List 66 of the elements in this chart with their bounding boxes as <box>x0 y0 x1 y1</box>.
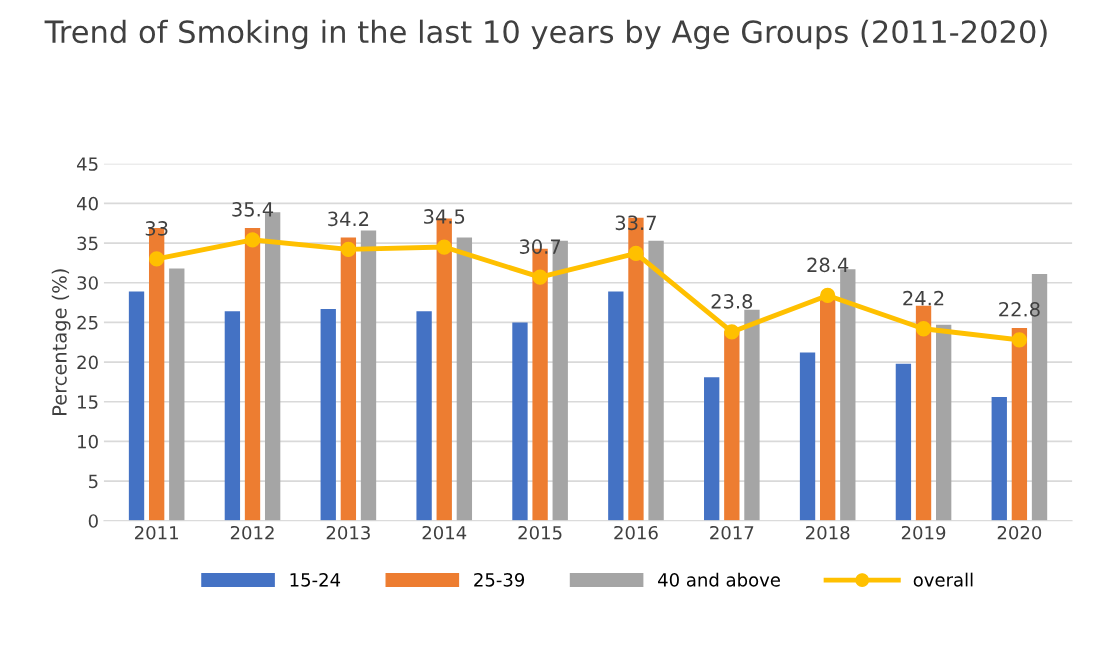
bar <box>608 291 624 521</box>
point <box>436 239 452 255</box>
bar <box>416 311 432 521</box>
bar <box>456 237 473 521</box>
bar <box>169 268 185 521</box>
y-tick-label: 30 <box>77 276 98 290</box>
bar <box>512 322 528 521</box>
y-tick-label: 15 <box>78 395 98 409</box>
x-tick-label: 2019 <box>901 525 946 540</box>
y-tick-label: 35 <box>77 236 98 251</box>
legend-label: overall <box>913 572 973 587</box>
bar <box>799 352 816 521</box>
x-tick-label: 2012 <box>230 525 274 540</box>
bar <box>320 308 336 521</box>
y-tick-label: 10 <box>78 434 98 449</box>
point <box>1011 332 1028 348</box>
bar <box>704 377 720 521</box>
bar <box>744 309 760 521</box>
y-tick-label: 40 <box>76 196 98 211</box>
x-tick-label: 2018 <box>806 525 850 540</box>
y-tick-label: 20 <box>77 355 98 370</box>
point <box>244 232 261 248</box>
bar <box>915 305 932 521</box>
bar <box>724 331 740 521</box>
data-label: 34.2 <box>328 211 369 227</box>
x-tick-label: 2020 <box>997 525 1042 540</box>
point <box>820 287 836 304</box>
data-label: 23.8 <box>711 294 753 309</box>
bar <box>360 230 377 521</box>
x-tick-label: 2013 <box>326 525 370 540</box>
legend-label: 40 and above <box>658 572 780 587</box>
point <box>340 241 357 258</box>
point <box>628 245 644 262</box>
point <box>724 324 740 340</box>
y-tick-label: 0 <box>88 514 98 528</box>
bar <box>128 291 145 521</box>
x-tick-label: 2017 <box>710 525 754 540</box>
bar <box>895 363 912 521</box>
x-tick-label: 2014 <box>422 525 467 540</box>
bar <box>648 240 664 521</box>
data-label: 24.2 <box>903 290 944 306</box>
legend-label: 25-39 <box>474 572 525 587</box>
point <box>915 321 932 337</box>
bar <box>224 311 241 521</box>
bar <box>936 324 952 521</box>
bar <box>340 237 357 521</box>
bar <box>820 298 836 521</box>
legend-label: 15-24 <box>290 572 341 587</box>
data-label: 30.7 <box>519 239 561 254</box>
chart-title: Trend of Smoking in the last 10 years by Age Groups (2011-2020) <box>44 19 1047 50</box>
data-label: 34.5 <box>424 209 465 224</box>
y-tick-label: 25 <box>77 315 98 330</box>
data-label: 22.8 <box>999 301 1040 317</box>
x-tick-label: 2016 <box>614 525 658 540</box>
point <box>149 251 165 267</box>
y-axis-title: Percentage (%) <box>51 269 71 415</box>
bar <box>244 228 261 521</box>
y-tick-label: 45 <box>76 157 98 171</box>
x-tick-label: 2011 <box>135 525 178 540</box>
data-label: 28.4 <box>807 257 849 273</box>
y-tick-label: 5 <box>88 474 98 489</box>
bar <box>991 396 1007 521</box>
x-tick-label: 2015 <box>518 525 562 540</box>
point <box>532 269 548 285</box>
data-label: 35.4 <box>232 201 274 217</box>
bar <box>1011 327 1028 521</box>
